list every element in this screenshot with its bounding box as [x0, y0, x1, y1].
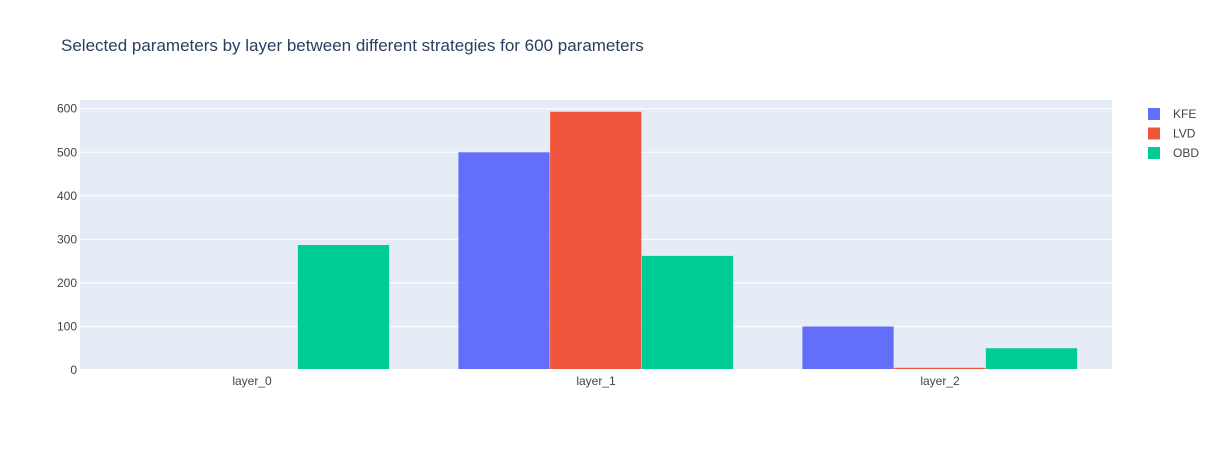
legend-swatch — [1148, 147, 1160, 159]
bar-lvd-layer_1 — [550, 111, 642, 370]
bar-obd-layer_2 — [985, 348, 1078, 370]
y-axis-ticks: 0 100 200 300 400 500 600 — [57, 102, 77, 377]
y-tick-label: 100 — [57, 319, 77, 333]
legend-item-kfe[interactable]: KFE — [1148, 107, 1196, 121]
x-axis-ticks: layer_0 layer_1 layer_2 — [232, 374, 960, 388]
legend-label: OBD — [1173, 146, 1199, 160]
legend-item-lvd[interactable]: LVD — [1148, 127, 1196, 141]
x-tick-label: layer_2 — [920, 374, 960, 388]
legend-swatch — [1148, 127, 1160, 140]
y-tick-label: 300 — [57, 232, 77, 246]
y-tick-label: 400 — [57, 189, 77, 203]
legend[interactable]: KFE LVD OBD — [1148, 107, 1199, 160]
chart-title: Selected parameters by layer between dif… — [61, 36, 644, 55]
x-tick-label: layer_1 — [576, 374, 616, 388]
bars — [80, 111, 1112, 371]
legend-swatch — [1148, 108, 1160, 120]
y-tick-label: 0 — [70, 363, 77, 377]
bar-obd-layer_1 — [641, 255, 734, 370]
legend-item-obd[interactable]: OBD — [1148, 146, 1199, 160]
bar-kfe-layer_2 — [802, 326, 894, 370]
y-tick-label: 600 — [57, 102, 77, 116]
legend-label: LVD — [1173, 127, 1196, 141]
bar-kfe-layer_1 — [458, 152, 550, 370]
legend-label: KFE — [1173, 107, 1196, 121]
y-tick-label: 200 — [57, 276, 77, 290]
y-tick-label: 500 — [57, 145, 77, 159]
bar-obd-layer_0 — [297, 245, 390, 370]
x-tick-label: layer_0 — [232, 374, 272, 388]
bar-lvd-layer_2 — [894, 367, 986, 370]
